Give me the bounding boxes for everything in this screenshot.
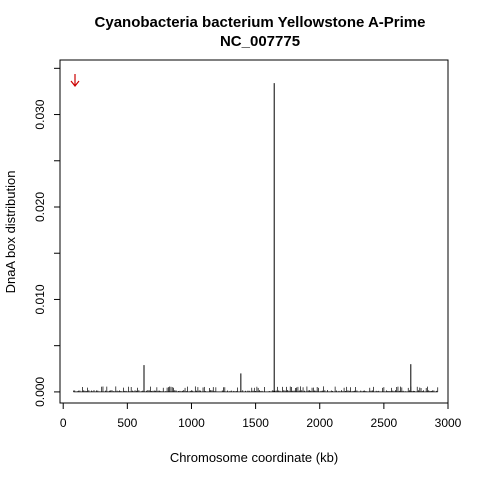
y-tick-label: 0.030 bbox=[33, 99, 47, 129]
x-axis-label: Chromosome coordinate (kb) bbox=[170, 450, 338, 465]
y-axis: 0.000 0.010 0.020 0.030 bbox=[33, 67, 61, 407]
chart-subtitle: NC_007775 bbox=[220, 33, 300, 50]
x-tick-label: 2500 bbox=[371, 416, 398, 430]
chart-title: Cyanobacteria bacterium Yellowstone A-Pr… bbox=[95, 14, 426, 31]
bar-series bbox=[73, 83, 439, 393]
x-tick-label: 3000 bbox=[435, 416, 462, 430]
y-tick-label: 0.020 bbox=[33, 192, 47, 222]
down-arrow-icon bbox=[70, 74, 80, 87]
x-tick-label: 2000 bbox=[306, 416, 333, 430]
y-tick-label: 0.010 bbox=[33, 284, 47, 314]
x-tick-label: 0 bbox=[60, 416, 67, 430]
x-tick-label: 1500 bbox=[242, 416, 269, 430]
x-tick-label: 500 bbox=[117, 416, 137, 430]
y-tick-label: 0.000 bbox=[33, 377, 47, 407]
y-axis-label: DnaA box distribution bbox=[3, 171, 18, 294]
x-tick-label: 1000 bbox=[178, 416, 205, 430]
x-axis: 0 500 1000 1500 2000 2500 3000 bbox=[60, 402, 462, 430]
